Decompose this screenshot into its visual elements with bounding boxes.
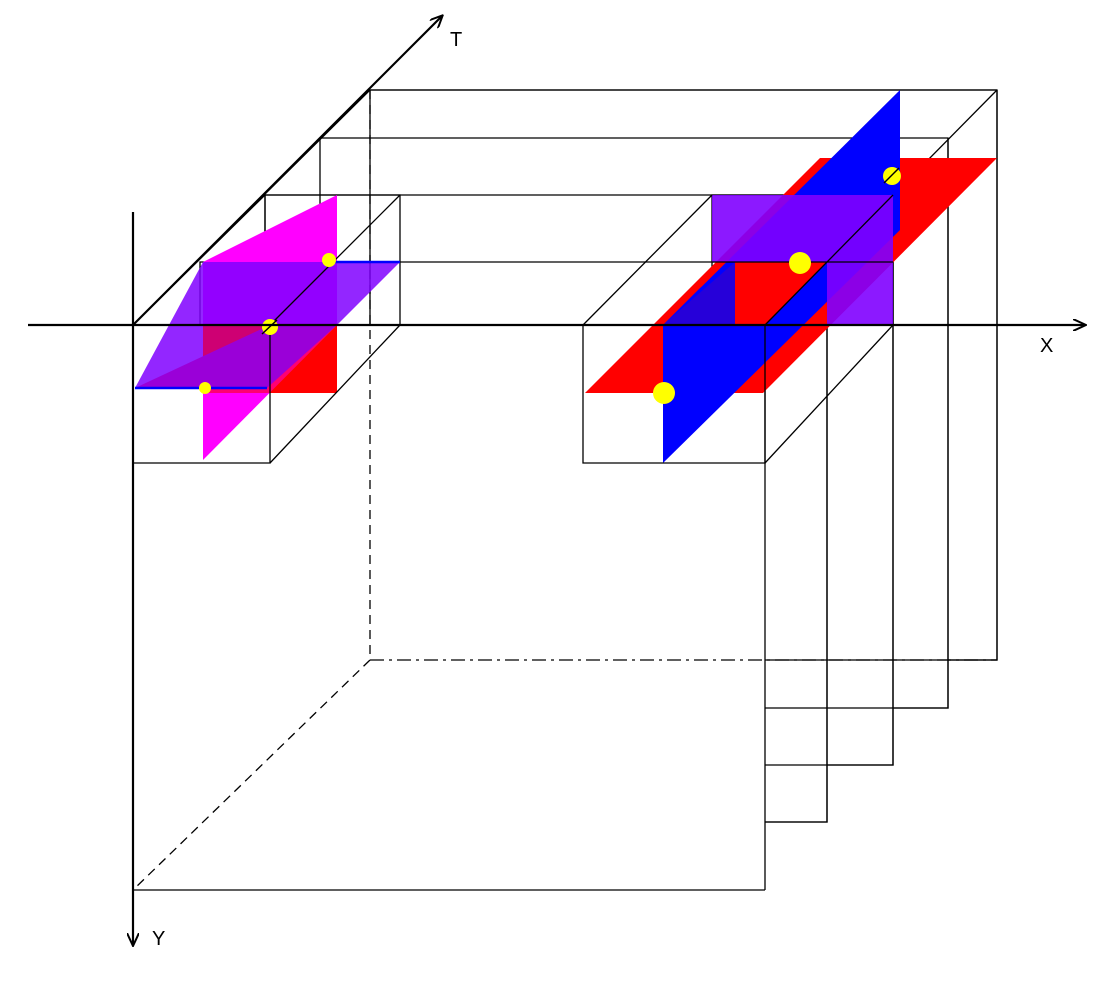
frame-front xyxy=(133,325,765,890)
t-axis xyxy=(132,16,442,326)
t-axis-label: T xyxy=(450,29,462,51)
y-axis-label: Y xyxy=(152,928,165,950)
x-axis-label: X xyxy=(1040,335,1053,357)
axes: X Y T xyxy=(28,16,1085,950)
right-neighborhood-block xyxy=(582,90,997,464)
left-front-marker xyxy=(199,382,211,394)
right-front-marker xyxy=(653,382,675,404)
right-center-marker xyxy=(789,252,811,274)
left-back-marker xyxy=(322,253,336,267)
